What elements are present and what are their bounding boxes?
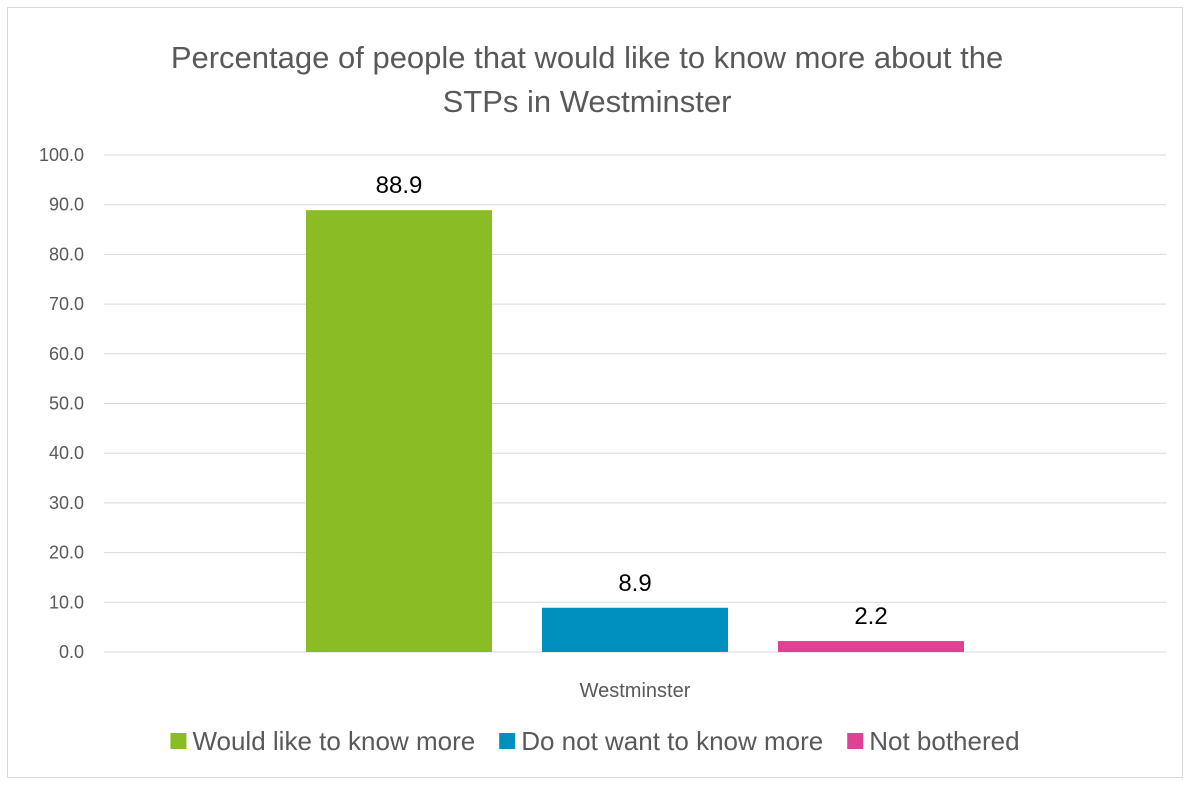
gridlines: [104, 154, 1166, 653]
y-axis: 0.0 10.0 20.0 30.0 40.0 50.0 60.0 70.0 80.0 90.0 1…: [39, 145, 84, 662]
legend-swatch: [499, 733, 516, 749]
bar-do-not-want-to-know-more: [542, 607, 728, 652]
y-tick-label: 90.0: [49, 195, 84, 215]
y-tick-label: 70.0: [49, 294, 84, 314]
legend-label: Not bothered: [869, 726, 1019, 756]
legend-label: Do not want to know more: [521, 726, 823, 756]
y-tick-label: 30.0: [49, 493, 84, 513]
legend-item: Do not want to know more: [499, 726, 823, 756]
chart-title-line-2: STPs in Westminster: [443, 84, 732, 119]
y-tick-label: 20.0: [49, 543, 84, 563]
legend-swatch: [170, 733, 187, 749]
y-tick-label: 0.0: [59, 642, 84, 662]
legend-label: Would like to know more: [192, 726, 475, 756]
y-tick-label: 100.0: [39, 145, 84, 165]
legend: Would like to know more Do not want to kn…: [170, 726, 1020, 756]
chart-title: Percentage of people that would like to …: [171, 40, 1003, 119]
legend-item: Not bothered: [847, 726, 1020, 756]
y-tick-label: 50.0: [49, 394, 84, 414]
data-label: 88.9: [376, 172, 423, 199]
y-tick-label: 60.0: [49, 344, 84, 364]
bar-not-bothered: [778, 641, 964, 652]
data-label: 2.2: [854, 603, 887, 630]
legend-swatch: [847, 733, 864, 749]
data-label: 8.9: [618, 570, 651, 597]
y-tick-label: 40.0: [49, 443, 84, 463]
legend-item: Would like to know more: [170, 726, 475, 756]
bar-would-like-to-know-more: [306, 210, 492, 653]
y-tick-label: 10.0: [49, 592, 84, 612]
data-labels: 88.9 8.9 2.2: [376, 172, 888, 630]
y-tick-label: 80.0: [49, 244, 84, 264]
bars: [306, 210, 964, 653]
x-category-label: Westminster: [580, 680, 691, 702]
chart-title-line-1: Percentage of people that would like to …: [171, 40, 1003, 75]
x-axis: Westminster: [580, 680, 691, 702]
